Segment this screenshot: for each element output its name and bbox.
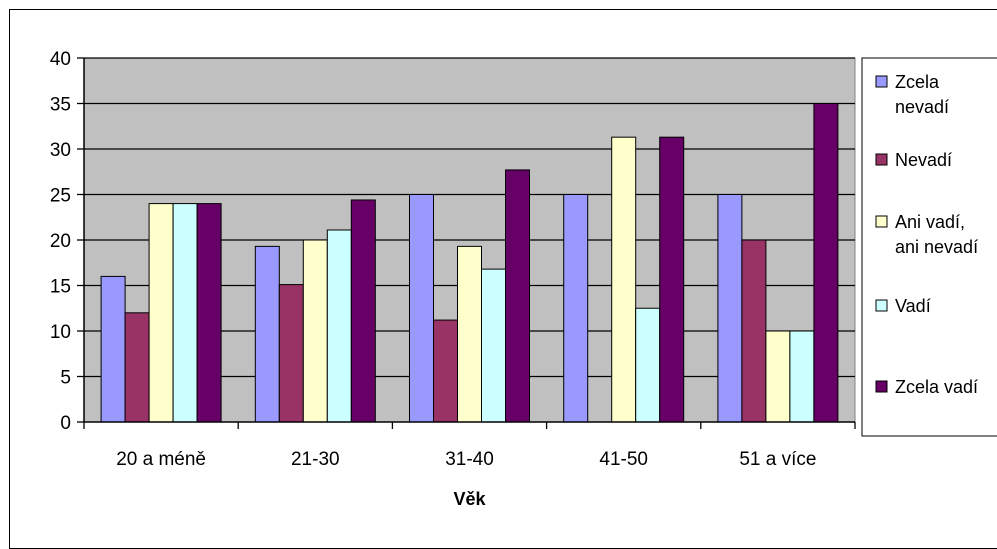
bar-3-5 xyxy=(765,330,791,423)
bar-4-2 xyxy=(326,229,352,423)
bar-1-1 xyxy=(100,275,126,423)
bar-4-5 xyxy=(789,330,815,423)
tick-labels: 0 5 10 15 20 25 30 35 40 20 a méně 21-30 31-40 41-50… xyxy=(50,49,817,470)
bar-1-5 xyxy=(717,194,743,423)
x-tick-label: 41-50 xyxy=(599,449,648,470)
bar-2-3 xyxy=(433,319,458,423)
bar-2-5 xyxy=(741,239,767,423)
y-tick-label: 20 xyxy=(50,231,71,252)
legend-label-4: Vadí xyxy=(895,296,931,316)
x-axis-title: Věk xyxy=(453,489,486,509)
x-tick-label: 51 a více xyxy=(739,449,816,470)
legend-label-1: Zcela nevadí xyxy=(895,72,949,117)
y-tick-label: 0 xyxy=(60,413,71,434)
bars xyxy=(100,103,839,423)
legend-swatch-4 xyxy=(875,299,888,312)
bar-4-1 xyxy=(172,203,198,423)
legend-swatch-5 xyxy=(875,380,888,393)
x-tick-label: 21-30 xyxy=(291,449,340,470)
bar-4-3 xyxy=(481,268,506,423)
bar-3-2 xyxy=(302,239,328,423)
x-tick-label: 20 a méně xyxy=(116,449,206,470)
legend-swatch-3 xyxy=(875,215,888,228)
legend-swatch-2 xyxy=(875,153,888,166)
bar-2-2 xyxy=(278,284,304,423)
bar-1-3 xyxy=(409,194,434,423)
bar-3-1 xyxy=(148,203,174,423)
legend: Zcela nevadí Nevadí Ani vadí, ani nevadí Vadí… xyxy=(861,57,997,437)
legend-label-5: Zcela vadí xyxy=(895,377,978,397)
legend-box xyxy=(861,57,997,437)
bar-5-1 xyxy=(196,203,222,423)
bar-5-4 xyxy=(659,136,685,423)
bar-5-3 xyxy=(505,169,530,423)
bar-1-4 xyxy=(563,194,589,423)
bar-4-4 xyxy=(635,307,661,423)
y-tick-label: 30 xyxy=(50,140,71,161)
x-tick-label: 31-40 xyxy=(445,449,494,470)
y-tick-label: 35 xyxy=(50,95,71,116)
y-tick-label: 5 xyxy=(60,368,71,389)
legend-label-3: Ani vadí, ani nevadí xyxy=(895,212,978,257)
bar-2-1 xyxy=(124,312,150,423)
y-tick-label: 25 xyxy=(50,186,71,207)
bar-1-2 xyxy=(254,245,280,423)
bar-5-5 xyxy=(813,103,839,423)
y-tick-label: 40 xyxy=(50,49,71,70)
legend-label-2: Nevadí xyxy=(895,150,952,170)
bar-3-3 xyxy=(457,245,482,423)
y-tick-label: 15 xyxy=(50,277,71,298)
y-tick-label: 10 xyxy=(50,322,71,343)
bar-3-4 xyxy=(611,136,637,423)
legend-swatch-1 xyxy=(875,75,888,88)
bar-5-2 xyxy=(350,199,376,423)
